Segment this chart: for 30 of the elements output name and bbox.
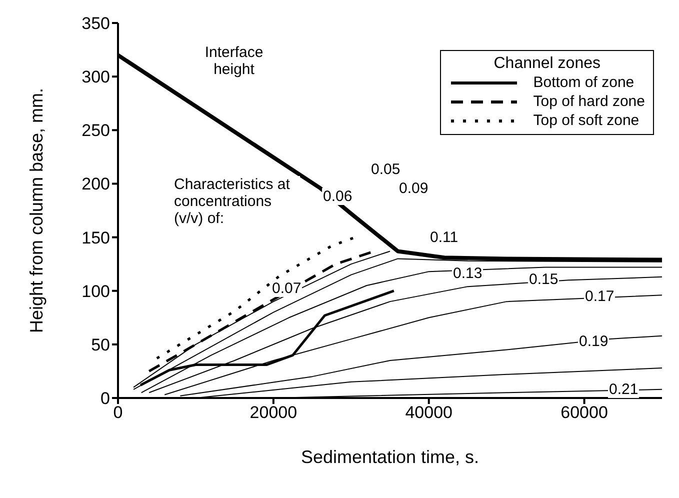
y-tick-label: 50 [91, 335, 110, 354]
y-tick-label: 0 [100, 389, 110, 408]
annotation: 0.15 [528, 271, 560, 288]
x-tick-label: 60000 [560, 403, 608, 422]
y-tick-label: 250 [82, 121, 110, 140]
x-tick-label: 0 [113, 403, 123, 422]
y-tick-label: 350 [82, 14, 110, 34]
x-tick-label: 20000 [250, 403, 298, 422]
annotation: 0.21 [608, 381, 640, 398]
annotation: 0.06 [322, 188, 354, 205]
annotation: Characteristics at concentrations (v/v) of: [173, 176, 300, 227]
y-tick-label: 150 [82, 228, 110, 248]
annotation: Interface height [198, 44, 270, 78]
y-tick-label: 100 [82, 282, 110, 301]
annotation: 0.11 [429, 229, 460, 246]
y-tick-label: 200 [82, 174, 110, 194]
legend-label: Top of hard zone [533, 93, 645, 110]
annotation: 0.13 [452, 265, 484, 282]
annotation: 0.05 [370, 161, 402, 178]
x-tick-label: 40000 [405, 403, 452, 422]
annotation: 0.19 [578, 333, 610, 350]
y-tick-label: 300 [82, 68, 110, 87]
annotation: 0.07 [271, 280, 302, 297]
annotation: 0.09 [398, 180, 430, 197]
legend-title: Channel zones [492, 55, 602, 73]
legend-label: Bottom of zone [533, 74, 634, 91]
legend-label: Top of soft zone [533, 112, 640, 129]
y-axis-title: Height from column base, mm. [26, 88, 46, 334]
annotation: 0.17 [584, 288, 616, 305]
x-axis-title: Sedimentation time, s. [300, 446, 480, 467]
